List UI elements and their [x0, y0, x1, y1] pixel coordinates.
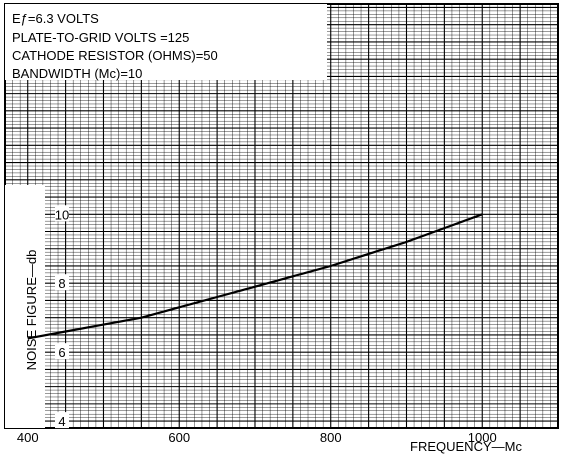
x-tick-label: 400 [17, 430, 39, 445]
y-tick-label: 4 [58, 414, 65, 429]
x-tick-label: 1000 [468, 430, 497, 445]
annotation-line-4: BANDWIDTH (Mc)=10 [12, 66, 142, 81]
y-tick-label-bg [55, 343, 69, 360]
x-tick-label: 800 [320, 430, 342, 445]
x-tick-label: 600 [168, 430, 190, 445]
annotation-line-2: PLATE-TO-GRID VOLTS =125 [12, 30, 189, 45]
tick-labels: 400 600 800 1000 4 6 8 10 [17, 205, 497, 445]
y-tick-label: 6 [58, 345, 65, 360]
noise-figure-curve [27, 213, 483, 340]
annotation-block: Eƒ=6.3 VOLTS PLATE-TO-GRID VOLTS =125 CA… [12, 11, 218, 81]
y-tick-label: 10 [55, 207, 69, 222]
y-label-strip [5, 185, 45, 428]
y-tick-label: 8 [58, 276, 65, 291]
annotation-line-3: CATHODE RESISTOR (OHMS)=50 [12, 48, 218, 63]
y-tick-label-bg [55, 274, 69, 291]
y-tick-label-bg [55, 412, 69, 429]
y-axis-label: NOISE FIGURE—db [24, 250, 39, 371]
series-layer [27, 213, 483, 340]
x-axis-label: FREQUENCY—Mc [410, 439, 522, 454]
annotation-line-1: Eƒ=6.3 VOLTS [12, 11, 99, 26]
y-tick-label-bg [55, 205, 69, 222]
annotation-box [5, 4, 327, 80]
